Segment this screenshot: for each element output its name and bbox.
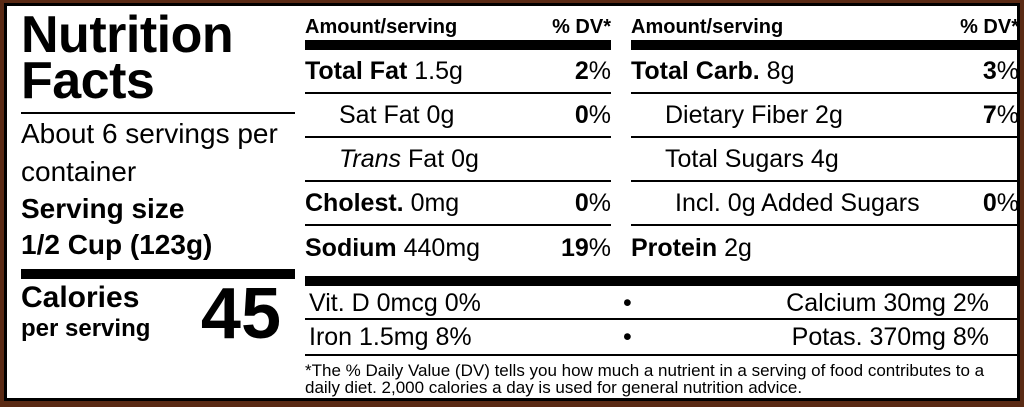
vitamins-minerals: Vit. D 0mcg 0% • Calcium 30mg 2% Iron 1.… <box>305 276 1019 356</box>
thick-divider <box>305 276 1019 286</box>
nutrient-row-dietary-fiber: Dietary Fiber 2g 7% <box>631 94 1019 138</box>
thick-divider <box>305 40 611 50</box>
daily-value-footnote: *The % Daily Value (DV) tells you how mu… <box>305 361 985 397</box>
serving-size-label: Serving size <box>21 193 185 224</box>
divider <box>21 112 295 114</box>
nutrient-column-right: Amount/serving % DV* Total Carb. 8g 3% D… <box>631 14 1019 270</box>
dv-header: % DV* <box>960 16 1019 38</box>
potassium: Potas. 370mg 8% <box>791 323 989 351</box>
servings-per-container: About 6 servings per container <box>21 118 278 187</box>
amount-header: Amount/serving <box>305 16 458 38</box>
bullet-separator: • <box>623 289 632 317</box>
calories-label: Calories <box>21 281 140 314</box>
nutrient-row-total-sugars: Total Sugars 4g <box>631 138 1019 182</box>
nutrient-row-trans-fat: Trans Fat 0g <box>305 138 611 182</box>
iron: Iron 1.5mg 8% <box>309 323 472 351</box>
column-header: Amount/serving % DV* <box>631 14 1019 40</box>
nutrition-facts-panel: Nutrition Facts About 6 servings per con… <box>4 3 1020 401</box>
nutrient-row-sat-fat: Sat Fat 0g 0% <box>305 94 611 138</box>
vitamin-row: Iron 1.5mg 8% • Potas. 370mg 8% <box>305 320 1019 354</box>
nutrient-row-added-sugars: Incl. 0g Added Sugars 0% <box>631 182 1019 226</box>
bullet-separator: • <box>623 323 632 351</box>
nutrient-row-total-fat: Total Fat 1.5g 2% <box>305 50 611 94</box>
divider <box>305 354 1019 356</box>
nutrient-row-total-carb: Total Carb. 8g 3% <box>631 50 1019 94</box>
vitamin-d: Vit. D 0mcg 0% <box>309 289 481 317</box>
column-header: Amount/serving % DV* <box>305 14 611 40</box>
calories-value: 45 <box>200 274 281 354</box>
serving-size-value: 1/2 Cup (123g) <box>21 229 213 260</box>
amount-header: Amount/serving <box>631 16 784 38</box>
dv-header: % DV* <box>552 16 611 38</box>
calcium: Calcium 30mg 2% <box>786 289 989 317</box>
nutrition-facts-title: Nutrition Facts <box>21 6 234 110</box>
nutrient-row-sodium: Sodium 440mg 19% <box>305 233 611 262</box>
thick-divider <box>631 40 1019 50</box>
calories-block: Calories per serving 45 <box>21 276 295 352</box>
thick-divider <box>21 269 295 279</box>
nutrient-column-left: Amount/serving % DV* Total Fat 1.5g 2% S… <box>305 14 611 270</box>
nutrient-row-protein: Protein 2g <box>631 233 752 262</box>
vitamin-row: Vit. D 0mcg 0% • Calcium 30mg 2% <box>305 286 1019 320</box>
calories-sub-label: per serving <box>21 315 151 342</box>
label-summary: Nutrition Facts About 6 servings per con… <box>21 6 295 279</box>
nutrient-row-cholesterol: Cholest. 0mg 0% <box>305 182 611 226</box>
